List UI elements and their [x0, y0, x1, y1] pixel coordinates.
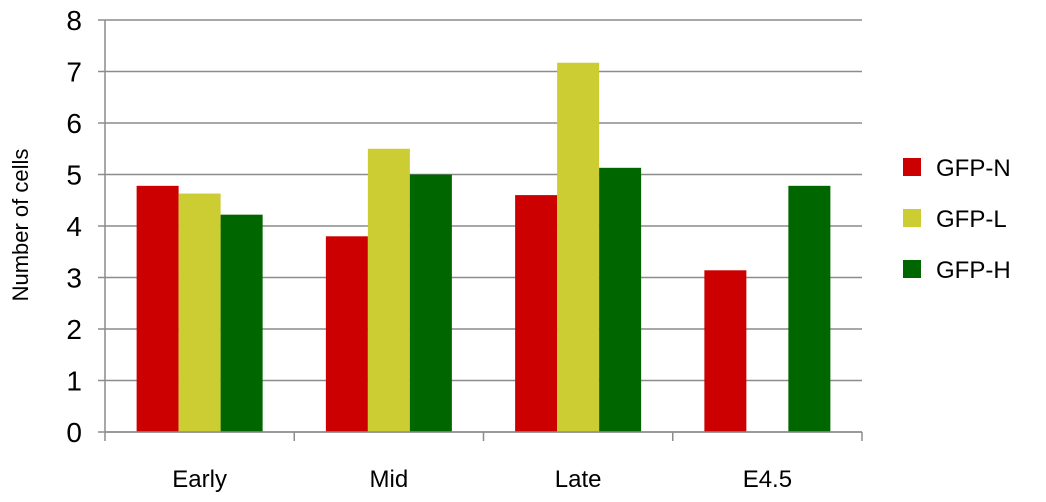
y-tick-label: 3: [66, 263, 82, 294]
bar-gfp-n-e4-5: [704, 270, 747, 432]
legend-label-gfp-h: GFP-H: [936, 257, 1011, 284]
bar-gfp-l-early: [178, 193, 221, 432]
y-tick-label: 6: [66, 108, 82, 139]
y-tick-labels: 0 1 2 3 4 5 6 7 8: [66, 5, 82, 448]
x-tick-label: Late: [555, 466, 602, 493]
y-tick-label: 2: [66, 314, 82, 345]
y-tick-label: 4: [66, 211, 82, 242]
bar-gfp-l-late: [557, 62, 600, 433]
bar-gfp-h-late: [599, 167, 642, 432]
y-tick-label: 7: [66, 57, 82, 88]
y-tick-label: 8: [66, 5, 82, 36]
y-axis-label: Number of cells: [8, 149, 33, 302]
bar-gfp-n-mid: [325, 236, 368, 432]
bars: [136, 62, 831, 433]
x-tick-label: E4.5: [743, 466, 792, 493]
y-tick-label: 1: [66, 366, 82, 397]
bar-gfp-h-mid: [409, 174, 452, 432]
x-tick-label: Mid: [370, 466, 409, 493]
legend-swatch-gfp-h: [903, 260, 921, 278]
bar-gfp-l-mid: [367, 148, 410, 432]
bar-gfp-h-e4-5: [788, 185, 831, 432]
y-tick-label: 5: [66, 160, 82, 191]
x-tick-label: Early: [172, 466, 227, 493]
legend-swatch-gfp-l: [903, 209, 921, 227]
bar-gfp-n-early: [136, 185, 179, 432]
axes: [98, 19, 863, 441]
legend: GFP-N GFP-L GFP-H: [903, 155, 1011, 284]
y-tick-label: 0: [66, 417, 82, 448]
legend-label-gfp-n: GFP-N: [936, 155, 1011, 182]
legend-swatch-gfp-n: [903, 158, 921, 176]
bar-gfp-h-early: [220, 214, 263, 432]
x-tick-labels: Early Mid Late E4.5: [172, 466, 792, 493]
bar-gfp-n-late: [515, 195, 558, 432]
legend-label-gfp-l: GFP-L: [936, 206, 1007, 233]
